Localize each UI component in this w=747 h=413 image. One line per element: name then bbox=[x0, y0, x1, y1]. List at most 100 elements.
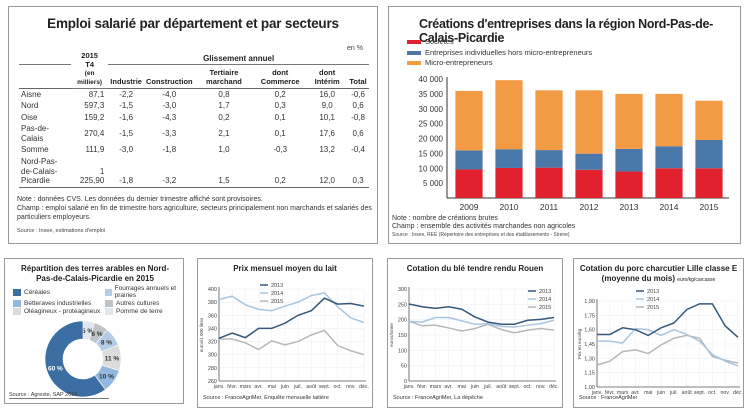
y-tick-label: 1,15 bbox=[584, 371, 595, 377]
row-value: -1,8 bbox=[162, 145, 177, 155]
y-tick-label: 1,00 bbox=[584, 385, 595, 391]
y-tick-label: 1,75 bbox=[584, 313, 595, 319]
legend-swatch bbox=[105, 308, 113, 315]
row-value: 0,1 bbox=[274, 112, 286, 122]
row-value: -4,0 bbox=[162, 89, 177, 99]
bar-segment bbox=[575, 90, 603, 154]
x-tick-label: sept. bbox=[509, 384, 520, 390]
x-tick-label: sept. bbox=[319, 384, 330, 390]
y-tick-label: 15 000 bbox=[419, 149, 444, 158]
header-col: dont Commerce bbox=[253, 64, 308, 89]
row-value: 0,6 bbox=[352, 101, 364, 111]
bar-segment bbox=[695, 168, 723, 198]
x-tick-label: janv. bbox=[403, 384, 415, 390]
row-department: Nord-Pas-de-Calais-Picardie bbox=[19, 156, 71, 188]
slice-label: 8 % bbox=[101, 339, 112, 346]
x-tick-label: mai bbox=[268, 384, 276, 390]
header-col: dont Intérim bbox=[307, 64, 348, 89]
row-value: -2,2 bbox=[119, 89, 134, 99]
x-tick-label: sept. bbox=[694, 390, 705, 395]
x-tick-label: mai bbox=[644, 390, 652, 395]
row-value: -3,0 bbox=[162, 101, 177, 111]
ble-chart-title: Cotation du blé tendre rendu Rouen bbox=[406, 264, 544, 273]
y-tick-label: 200 bbox=[398, 318, 407, 324]
legend-label: 2013 bbox=[271, 283, 283, 289]
x-tick-label: juin bbox=[656, 390, 665, 395]
header-col: Industrie bbox=[108, 64, 144, 89]
y-tick-label: 150 bbox=[398, 333, 407, 339]
creations-source: Source : Insee, REE (Répertoire des entr… bbox=[392, 231, 570, 238]
y-tick-label: 320 bbox=[208, 340, 217, 346]
x-tick-label: oct. bbox=[708, 390, 716, 395]
x-tick-label: mars bbox=[617, 390, 629, 395]
legend-swatch bbox=[13, 308, 21, 315]
row-value: -1,8 bbox=[108, 156, 144, 188]
porc-source: Source : FranceAgriMer bbox=[579, 395, 638, 401]
legend-label: Micro-entrepreneurs bbox=[425, 58, 493, 67]
terres-chart-title: Répartition des terres arables en Nord-P… bbox=[20, 264, 170, 283]
lait-chart: 260 280 300 320 340 360 380 400 janv. févr. mars av… bbox=[199, 283, 369, 390]
y-tick-label: 400 bbox=[208, 287, 217, 293]
row-value: -3,2 bbox=[143, 156, 195, 188]
x-tick-label: juil. bbox=[293, 384, 302, 390]
bar-segment bbox=[495, 149, 523, 168]
row-value: -0,6 bbox=[351, 89, 365, 99]
legend-item: Céréales bbox=[13, 285, 105, 299]
x-tick-label: déc. bbox=[359, 384, 369, 390]
header-year: 2015 bbox=[81, 51, 98, 60]
creations-chart: 5 000 10 000 15 000 20 000 25 000 30 000 35 00… bbox=[419, 75, 729, 212]
x-tick-label: 2010 bbox=[500, 202, 519, 212]
x-tick-label: oct. bbox=[333, 384, 341, 390]
y-tick-label: 10 000 bbox=[419, 164, 444, 173]
y-tick-label: 0 bbox=[404, 379, 407, 385]
legend-item: Autres cultures bbox=[105, 300, 185, 307]
table-note: Note : données CVS. Les données du derni… bbox=[17, 196, 263, 203]
porc-subtitle: (moyenne du mois) bbox=[601, 273, 676, 283]
porc-unit: euro/kg/carcasse bbox=[677, 276, 716, 283]
legend-swatch bbox=[13, 300, 21, 307]
bar-segment bbox=[495, 167, 523, 198]
row-value: 17,6 bbox=[319, 129, 335, 139]
header-unit-thousands: (en milliers) bbox=[77, 70, 103, 86]
y-tick-label: 280 bbox=[208, 366, 217, 372]
row-t4-value: 159,2 bbox=[84, 112, 105, 122]
slice-label: 6 % bbox=[91, 331, 102, 338]
row-department: Aisne bbox=[21, 89, 42, 99]
bar-segment bbox=[455, 150, 483, 170]
y-tick-label: 340 bbox=[208, 326, 217, 332]
creations-legend: Sociétés Entreprises individuelles hors m… bbox=[407, 37, 592, 69]
legend-item: Sociétés bbox=[407, 37, 592, 48]
row-value: 0,3 bbox=[347, 156, 369, 188]
legend-label: Oléagineux - protéagineux bbox=[24, 308, 101, 315]
bar-segment bbox=[655, 168, 683, 198]
row-department: Somme bbox=[21, 145, 49, 155]
row-value: 12,0 bbox=[307, 156, 348, 188]
creations-notes: Note : nombre de créations brutes Champ … bbox=[392, 215, 575, 238]
slice-label: 10 % bbox=[99, 374, 114, 381]
y-tick-label: 1,30 bbox=[584, 356, 595, 362]
row-value: 13,2 bbox=[319, 145, 335, 155]
legend-item: Fourrages annuels et prairies bbox=[105, 285, 185, 299]
slice-label: 60 % bbox=[48, 365, 63, 372]
legend-item: Micro-entrepreneurs bbox=[407, 58, 592, 69]
y-tick-label: 50 bbox=[401, 364, 407, 370]
bar-segment bbox=[615, 171, 643, 198]
table-row: Somme 111,9 -3,0 -1,8 1,0 -0,3 13,2 -0,4 bbox=[19, 144, 369, 156]
legend-swatch bbox=[407, 40, 421, 45]
ble-chart-panel: Cotation du blé tendre rendu Rouen 0 50 10… bbox=[387, 258, 563, 408]
y-tick-label: 300 bbox=[398, 287, 407, 293]
employment-table-panel: Emploi salarié par département et par se… bbox=[8, 6, 378, 244]
y-axis-label: Prix en euro/kg bbox=[577, 328, 582, 359]
legend-label: Betteraves industrielles bbox=[24, 300, 92, 307]
legend-swatch bbox=[105, 300, 113, 307]
x-tick-label: févr. bbox=[605, 390, 615, 395]
y-tick-label: 35 000 bbox=[419, 90, 444, 99]
row-value: -0,8 bbox=[351, 112, 365, 122]
row-value: 0,2 bbox=[253, 156, 308, 188]
x-tick-label: oct. bbox=[523, 384, 531, 390]
row-value: 1,7 bbox=[218, 101, 230, 111]
header-t4: 2015 T4 (en milliers) bbox=[71, 51, 109, 89]
x-tick-label: 2011 bbox=[540, 202, 559, 212]
y-tick-label: 1,60 bbox=[584, 328, 595, 334]
